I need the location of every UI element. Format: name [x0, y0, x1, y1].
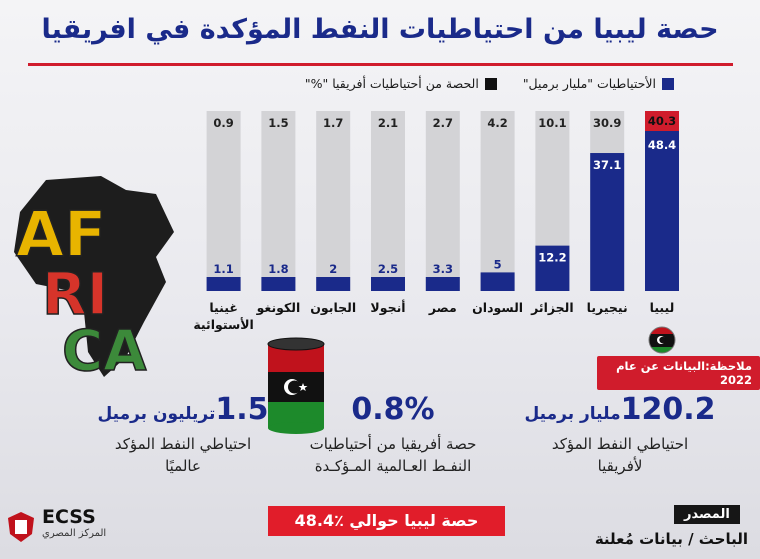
share-label-7: 1.5	[268, 116, 288, 130]
bar-track-8	[206, 111, 241, 291]
stat-world-reserves-value: 1.5	[215, 392, 269, 427]
bar-reserves-2	[535, 245, 570, 291]
stat-world-reserves: 1.5تريليون برميل احتياطي النفط المؤكد عا…	[88, 392, 278, 477]
bar-reserves-6	[316, 277, 351, 291]
category-label-5: أنجولا	[370, 299, 405, 315]
legend-swatch-reserves	[662, 77, 674, 90]
africa-word-line-2: RI	[42, 260, 108, 328]
stat-world-reserves-desc-1: احتياطي النفط المؤكد	[114, 435, 252, 453]
legend-label-share: الحصة من أحتياطيات أفريقيا "%"	[304, 76, 479, 91]
africa-silhouette-icon	[14, 176, 174, 377]
africa-word-line-3: CA	[62, 319, 147, 382]
bar-track-4	[425, 111, 460, 291]
stat-world-reserves-unit: تريليون برميل	[97, 404, 216, 424]
category-label-6: الجابون	[310, 300, 356, 315]
libya-flag-icon	[648, 326, 676, 354]
stat-africa-share: 0.8% حصة أفريقيا من أحتياطيات النفـط الع…	[278, 392, 508, 477]
legend-item-reserves: الأحتياطيات "مليار برميل"	[523, 76, 674, 91]
bar-track-5	[371, 111, 405, 291]
category-label-0: ليبيا	[650, 300, 675, 315]
libya-share-banner: حصة ليبيا حوالي ٪48.4	[268, 506, 505, 536]
reserves-label-5: 2.5	[378, 262, 398, 276]
bar-track-7	[261, 111, 296, 291]
data-year-note: ملاحظة:البيانات عن عام 2022	[597, 356, 760, 390]
page-title: حصة ليبيا من احتياطيات النفط المؤكدة في …	[41, 14, 719, 45]
africa-word-line-1: AF	[16, 198, 106, 271]
category-label-4: مصر	[428, 300, 457, 315]
stat-africa-share-value: 0.8%	[351, 392, 435, 427]
stat-africa-reserves-unit: مليار برميل	[524, 404, 621, 424]
bar-reserves-3	[480, 272, 515, 291]
stat-africa-reserves-desc-1: احتياطي النفط المؤكد	[551, 435, 689, 453]
africa-map-graphic: AF RI CA	[14, 176, 174, 382]
reserves-label-2: 12.2	[538, 251, 566, 265]
bar-reserves-0	[645, 111, 679, 291]
category-label-8-0: غينيا	[209, 300, 238, 315]
libya-oil-barrel-icon	[267, 337, 325, 434]
share-label-6: 1.7	[323, 116, 343, 130]
chart-legend: الأحتياطيات "مليار برميل" الحصة من أحتيا…	[305, 76, 674, 91]
ecss-emblem-icon	[8, 512, 34, 542]
stat-africa-share-desc-2: النفـط العـالمية المـؤكـدة	[314, 457, 472, 475]
bar-track-3	[480, 111, 515, 291]
bar-reserves-4	[425, 277, 460, 291]
bar-reserves-7	[261, 277, 296, 291]
stat-world-reserves-desc-2: عالميًا	[165, 457, 201, 475]
legend-swatch-share	[484, 77, 497, 90]
stat-africa-reserves-value: 120.2	[620, 392, 716, 427]
legend-label-reserves: الأحتياطيات "مليار برميل"	[522, 76, 656, 91]
reserves-label-7: 1.8	[268, 262, 288, 276]
category-label-3: السودان	[472, 300, 523, 315]
reserves-label-6: 2	[329, 262, 337, 276]
bar-reserves-5	[371, 277, 405, 291]
source-label: المصدر	[674, 505, 740, 524]
category-label-8-1: الأستوائية	[193, 317, 254, 332]
share-label-1: 30.9	[593, 116, 621, 130]
stat-africa-share-desc-1: حصة أفريقيا من أحتياطيات	[309, 435, 477, 453]
ecss-logo: ECSS المركز المصري	[6, 506, 156, 556]
source-text: الباحث / بيانات مُعلنة	[594, 530, 748, 548]
share-label-4: 2.7	[433, 116, 453, 130]
stat-africa-reserves: 120.2مليار برميل احتياطي النفط المؤكد لأ…	[500, 392, 740, 477]
reserves-label-0: 48.4	[648, 138, 676, 152]
share-label-0: 40.3	[648, 114, 676, 128]
category-label-1: نيجيريا	[587, 300, 628, 315]
reserves-label-3: 5	[494, 257, 502, 271]
ecss-logo-subtitle: المركز المصري	[42, 528, 107, 539]
bar-reserves-1	[590, 153, 625, 291]
title-divider	[28, 63, 733, 66]
bar-track-6	[316, 111, 351, 291]
reserves-label-4: 3.3	[433, 262, 453, 276]
legend-item-share: الحصة من أحتياطيات أفريقيا "%"	[305, 76, 497, 91]
share-label-8: 0.9	[213, 116, 233, 130]
ecss-logo-name: ECSS	[42, 506, 96, 528]
share-label-3: 4.2	[487, 116, 507, 130]
bar-share-0	[645, 111, 679, 131]
stat-africa-reserves-desc-2: لأفريقيا	[597, 457, 643, 475]
reserves-label-8: 1.1	[213, 262, 233, 276]
bar-reserves-8	[206, 277, 241, 291]
category-label-2: الجزائر	[530, 300, 574, 315]
share-label-2: 10.1	[538, 116, 566, 130]
category-label-7: الكونغو	[256, 300, 301, 315]
share-label-5: 2.1	[378, 116, 398, 130]
reserves-label-1: 37.1	[593, 158, 621, 172]
